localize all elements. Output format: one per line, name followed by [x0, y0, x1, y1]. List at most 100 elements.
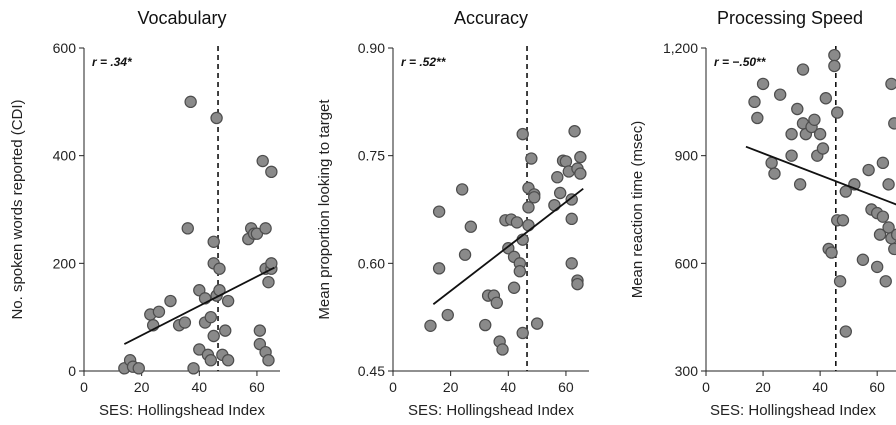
x-tick-label: 20 [443, 379, 459, 395]
data-point [816, 142, 830, 155]
data-point [828, 48, 841, 62]
data-point [773, 88, 787, 101]
data-point [522, 201, 535, 214]
data-point [259, 222, 272, 235]
data-point [516, 127, 529, 141]
data-point [876, 156, 890, 170]
data-point [796, 63, 810, 76]
data-point [565, 193, 578, 206]
data-point [184, 95, 197, 109]
data-point [856, 253, 870, 266]
y-axis-label: Mean reaction time (msec) [629, 121, 646, 299]
data-point [265, 257, 278, 270]
y-axis-label: No. spoken words reported (CDI) [9, 99, 26, 319]
data-point [831, 106, 844, 119]
y-tick-label: 0.45 [358, 363, 385, 379]
y-tick-label: 0.90 [358, 40, 385, 56]
data-point [879, 275, 892, 288]
data-point [876, 210, 890, 223]
data-point [262, 275, 275, 289]
data-point [502, 242, 515, 255]
panel-title: Vocabulary [137, 8, 226, 28]
panel-2: Accuracy 0.45 0.60 0.75 0.90 0 20 40 60 SES: Holl… [316, 8, 589, 419]
data-point [164, 294, 177, 308]
data-point [828, 59, 841, 73]
data-point [464, 220, 478, 233]
data-point [516, 326, 529, 340]
x-tick-label: 0 [80, 379, 88, 395]
data-point [862, 163, 875, 177]
data-point [528, 191, 541, 204]
data-point [873, 228, 887, 241]
data-point [221, 294, 235, 308]
data-point [836, 214, 850, 227]
data-point [793, 178, 807, 191]
data-point [888, 117, 896, 130]
x-tick-label: 0 [702, 379, 710, 395]
data-point [432, 205, 446, 218]
y-tick-label: 0.60 [358, 255, 385, 271]
data-point [496, 343, 509, 356]
correlation-annotation: r = .34* [92, 55, 133, 69]
data-point [808, 113, 821, 126]
data-point [530, 317, 544, 330]
data-point [213, 262, 226, 275]
data-point [568, 125, 581, 138]
data-point [181, 222, 194, 235]
data-point [756, 77, 770, 91]
y-tick-label: 900 [675, 148, 699, 164]
data-point [522, 219, 535, 232]
data-point [890, 228, 896, 241]
x-tick-label: 20 [134, 379, 150, 395]
data-point [833, 275, 847, 288]
data-point [785, 127, 798, 141]
data-point [204, 310, 218, 324]
data-point [751, 111, 764, 125]
data-point [768, 167, 781, 180]
data-point [210, 111, 223, 125]
data-point [574, 150, 587, 164]
correlation-annotation: r = .52** [401, 55, 447, 69]
y-tick-label: 0 [68, 363, 76, 379]
data-point [565, 257, 578, 270]
x-tick-label: 40 [812, 379, 828, 395]
data-point [221, 354, 235, 367]
data-point [207, 329, 220, 343]
x-tick-label: 0 [389, 379, 397, 395]
panel-3: Processing Speed 300 600 900 1,200 0 20 40 60 SES… [629, 8, 896, 419]
data-point [441, 308, 454, 322]
data-point [204, 354, 218, 367]
data-point [207, 235, 220, 248]
x-axis-label: SES: Hollingshead Index [710, 402, 876, 419]
panel-title: Processing Speed [717, 8, 863, 28]
data-point [219, 324, 232, 337]
y-tick-label: 600 [675, 255, 699, 271]
data-point [888, 242, 896, 256]
data-point [510, 216, 524, 229]
data-point [813, 127, 827, 141]
data-point [548, 198, 561, 212]
data-point [432, 262, 446, 275]
x-tick-label: 60 [869, 379, 885, 395]
data-point [885, 77, 896, 91]
data-point [553, 186, 567, 200]
y-axis-label: Mean proportion looking to target [316, 99, 333, 320]
data-point [187, 362, 200, 375]
data-point [152, 305, 166, 318]
data-point [870, 260, 884, 274]
y-tick-label: 200 [53, 255, 77, 271]
y-tick-label: 300 [675, 363, 699, 379]
data-point [262, 354, 275, 367]
data-point [490, 296, 503, 310]
x-tick-label: 40 [192, 379, 208, 395]
correlation-annotation: r = −.50** [714, 55, 767, 69]
data-point [791, 102, 804, 116]
panel-title: Accuracy [454, 8, 528, 28]
y-tick-label: 600 [53, 40, 77, 56]
data-point [507, 281, 521, 294]
panel-1: Vocabulary 0 200 400 600 0 20 40 60 SES: Hollings… [9, 8, 280, 419]
data-point [525, 152, 538, 165]
data-point [132, 362, 145, 375]
data-point [479, 318, 492, 332]
